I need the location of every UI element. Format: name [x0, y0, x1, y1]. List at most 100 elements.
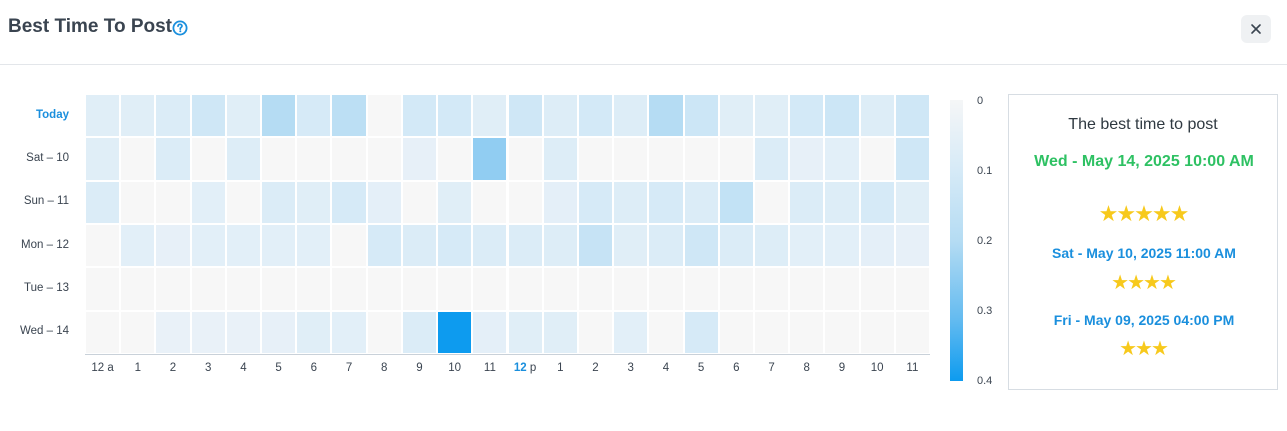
heatmap-cell[interactable]: [121, 311, 155, 353]
heatmap-cell[interactable]: [473, 311, 507, 353]
heatmap-cell[interactable]: [790, 95, 824, 137]
heatmap-cell[interactable]: [226, 95, 261, 137]
heatmap-cell[interactable]: [86, 181, 120, 223]
heatmap-cell[interactable]: [438, 268, 472, 310]
heatmap-cell[interactable]: [473, 95, 507, 137]
heatmap-cell[interactable]: [86, 95, 120, 137]
heatmap-cell[interactable]: [473, 181, 507, 223]
heatmap-cell[interactable]: [790, 181, 824, 223]
heatmap-cell[interactable]: [825, 95, 859, 137]
heatmap-cell[interactable]: [121, 95, 155, 137]
heatmap-cell[interactable]: [402, 225, 437, 267]
heatmap-cell[interactable]: [332, 311, 366, 353]
heatmap-cell[interactable]: [332, 268, 366, 310]
heatmap-cell[interactable]: [226, 138, 261, 180]
heatmap-cell[interactable]: [860, 311, 894, 353]
heatmap-cell[interactable]: [895, 225, 929, 267]
heatmap-cell[interactable]: [438, 181, 472, 223]
heatmap-cell[interactable]: [156, 311, 190, 353]
heatmap-cell[interactable]: [297, 311, 331, 353]
heatmap-cell[interactable]: [438, 95, 472, 137]
heatmap-cell[interactable]: [719, 268, 753, 310]
heatmap-cell[interactable]: [191, 268, 225, 310]
heatmap-cell[interactable]: [473, 225, 507, 267]
heatmap-cell[interactable]: [719, 138, 753, 180]
heatmap-cell[interactable]: [578, 268, 613, 310]
heatmap-cell[interactable]: [860, 181, 894, 223]
heatmap-cell[interactable]: [825, 138, 859, 180]
heatmap-cell[interactable]: [719, 181, 753, 223]
heatmap-cell[interactable]: [649, 311, 683, 353]
heatmap-cell[interactable]: [402, 138, 437, 180]
heatmap-cell[interactable]: [191, 95, 225, 137]
heatmap-cell[interactable]: [614, 181, 648, 223]
heatmap-cell[interactable]: [367, 268, 401, 310]
heatmap-cell[interactable]: [754, 181, 789, 223]
heatmap-cell[interactable]: [860, 138, 894, 180]
heatmap-cell[interactable]: [649, 95, 683, 137]
heatmap-cell[interactable]: [191, 181, 225, 223]
heatmap-cell[interactable]: [121, 138, 155, 180]
heatmap-cell[interactable]: [438, 311, 472, 353]
heatmap-cell[interactable]: [156, 138, 190, 180]
heatmap-cell[interactable]: [825, 268, 859, 310]
heatmap-cell[interactable]: [825, 311, 859, 353]
heatmap-cell[interactable]: [297, 225, 331, 267]
heatmap-cell[interactable]: [684, 181, 718, 223]
heatmap-cell[interactable]: [719, 225, 753, 267]
heatmap-cell[interactable]: [438, 138, 472, 180]
heatmap-cell[interactable]: [684, 225, 718, 267]
heatmap-cell[interactable]: [262, 225, 296, 267]
heatmap-cell[interactable]: [649, 181, 683, 223]
heatmap-cell[interactable]: [578, 311, 613, 353]
heatmap-cell[interactable]: [297, 268, 331, 310]
heatmap-cell[interactable]: [543, 138, 577, 180]
heatmap-cell[interactable]: [508, 268, 542, 310]
heatmap-cell[interactable]: [402, 268, 437, 310]
heatmap-cell[interactable]: [895, 138, 929, 180]
heatmap-cell[interactable]: [543, 225, 577, 267]
heatmap-cell[interactable]: [226, 268, 261, 310]
heatmap-cell[interactable]: [895, 268, 929, 310]
heatmap-cell[interactable]: [262, 181, 296, 223]
heatmap-cell[interactable]: [367, 181, 401, 223]
heatmap-cell[interactable]: [543, 311, 577, 353]
heatmap-cell[interactable]: [649, 225, 683, 267]
heatmap-cell[interactable]: [754, 225, 789, 267]
heatmap-cell[interactable]: [226, 311, 261, 353]
heatmap-cell[interactable]: [402, 95, 437, 137]
heatmap-cell[interactable]: [86, 311, 120, 353]
heatmap-cell[interactable]: [262, 138, 296, 180]
heatmap-cell[interactable]: [754, 311, 789, 353]
heatmap-cell[interactable]: [367, 138, 401, 180]
heatmap-cell[interactable]: [332, 225, 366, 267]
heatmap-cell[interactable]: [226, 225, 261, 267]
heatmap-cell[interactable]: [614, 268, 648, 310]
heatmap-cell[interactable]: [895, 311, 929, 353]
heatmap-cell[interactable]: [367, 225, 401, 267]
heatmap-cell[interactable]: [649, 268, 683, 310]
heatmap-cell[interactable]: [438, 225, 472, 267]
heatmap-cell[interactable]: [543, 95, 577, 137]
heatmap-cell[interactable]: [121, 268, 155, 310]
heatmap-cell[interactable]: [226, 181, 261, 223]
heatmap-cell[interactable]: [860, 225, 894, 267]
heatmap-cell[interactable]: [191, 311, 225, 353]
heatmap-cell[interactable]: [473, 138, 507, 180]
heatmap-cell[interactable]: [790, 138, 824, 180]
heatmap-cell[interactable]: [790, 268, 824, 310]
heatmap-cell[interactable]: [297, 138, 331, 180]
heatmap-cell[interactable]: [86, 225, 120, 267]
heatmap-cell[interactable]: [860, 268, 894, 310]
heatmap-cell[interactable]: [578, 138, 613, 180]
heatmap-cell[interactable]: [508, 181, 542, 223]
heatmap-cell[interactable]: [614, 138, 648, 180]
heatmap-cell[interactable]: [543, 268, 577, 310]
heatmap-cell[interactable]: [754, 268, 789, 310]
heatmap-cell[interactable]: [86, 268, 120, 310]
heatmap-cell[interactable]: [402, 311, 437, 353]
heatmap-cell[interactable]: [543, 181, 577, 223]
heatmap-cell[interactable]: [790, 225, 824, 267]
heatmap-cell[interactable]: [895, 95, 929, 137]
heatmap-cell[interactable]: [367, 311, 401, 353]
